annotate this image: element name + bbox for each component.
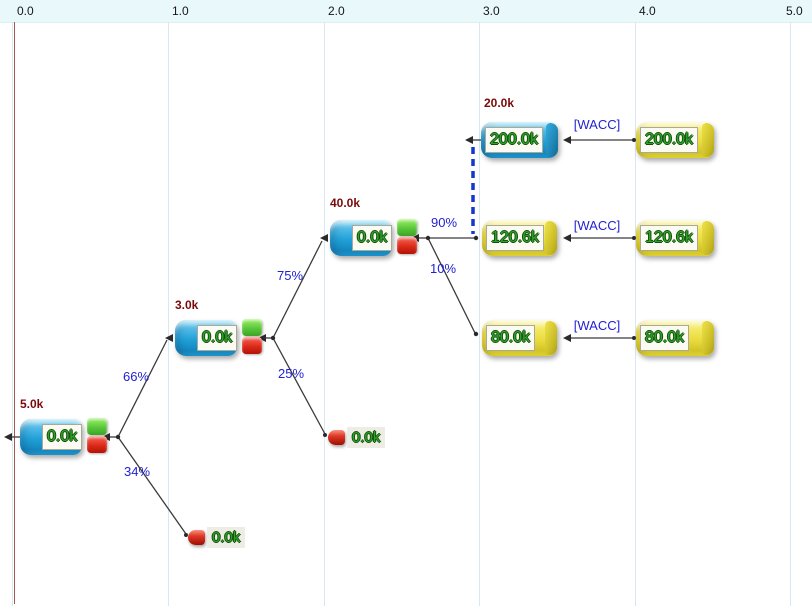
node-value-ref-high: 200.0k [640,127,699,153]
wacc-label-low: [WACC] [573,318,621,333]
arrowhead-wacc-mid [563,234,571,242]
junction-dot-low [473,331,479,337]
arrowhead-stage2-in [320,234,328,242]
gridline [479,22,480,606]
branch-prob-90: 90% [431,215,458,230]
tree-node-outcome-high[interactable]: 200.0k [481,122,558,158]
junction-dot-ref-high [632,138,636,142]
tree-node-outcome-mid[interactable]: 120.6k [482,220,557,256]
gridline [12,22,13,606]
gridline [168,22,169,606]
branch-prob-34: 34% [124,464,151,479]
node-value-outcome-high: 200.0k [485,127,544,153]
junction-dot-mid [473,235,479,241]
junction-dot-end-stage1 [323,433,327,437]
axis-tick-3: 3.0 [483,4,500,18]
decision-square-icon [242,319,262,336]
chance-square-icon [242,337,262,354]
chance-square-icon [87,436,107,453]
node-value-outcome-low: 80.0k [486,325,536,351]
tree-node-ref-low[interactable]: 80.0k [636,320,714,356]
chance-square-icon [397,237,417,254]
axis-tick-1: 1.0 [172,4,189,18]
branch-line-25[interactable] [272,337,326,435]
arrowhead-root-in [4,433,12,441]
axis-tick-4: 4.0 [639,4,656,18]
time-zero-line [14,22,15,604]
end-value-root: 0.0k [207,527,246,548]
arrowhead-wacc-high [563,136,571,144]
node-value-root: 0.0k [42,424,83,450]
junction-dot-ref-mid [632,236,636,240]
node-label-stage2: 40.0k [330,196,361,210]
wacc-label-high: [WACC] [573,117,621,132]
gridline [324,22,325,606]
node-label-root: 5.0k [20,397,44,411]
tree-node-ref-mid[interactable]: 120.6k [636,220,714,256]
arrowhead-stage1-out [258,334,266,342]
axis-tick-2: 2.0 [328,4,345,18]
decision-square-icon [397,219,417,236]
terminal-node-icon[interactable] [328,430,345,445]
junction-dot-end-root [184,533,188,537]
wacc-label-mid: [WACC] [573,218,621,233]
branch-prob-10: 10% [430,261,457,276]
tree-node-stage2[interactable]: 0.0k [330,219,417,256]
decision-square-icon [87,418,107,435]
node-value-stage2: 0.0k [352,225,393,251]
node-value-stage1: 0.0k [197,325,238,351]
branch-line-10[interactable] [427,237,476,334]
tree-node-outcome-low[interactable]: 80.0k [482,320,557,356]
axis-tick-5: 5.0 [786,4,803,18]
time-axis-strip: 0.0 1.0 2.0 3.0 4.0 5.0 [0,0,812,23]
tree-node-stage1[interactable]: 0.0k [175,319,262,356]
gridline [635,22,636,606]
branch-line-75[interactable] [272,240,323,339]
node-value-outcome-mid: 120.6k [486,225,545,251]
gridline [790,22,791,606]
node-value-ref-mid: 120.6k [640,225,699,251]
tree-node-ref-high[interactable]: 200.0k [636,122,714,158]
node-value-ref-low: 80.0k [640,325,690,351]
axis-tick-0: 0.0 [17,4,34,18]
node-label-stage1: 3.0k [175,298,199,312]
junction-dot-ref-low [632,336,636,340]
arrowhead-wacc-low [563,334,571,342]
arrowhead-stage1-in [165,334,173,342]
branch-line-66[interactable] [117,339,168,438]
end-value-stage1: 0.0k [347,427,386,448]
vertex-dot-stage1 [270,335,276,341]
vertex-dot-stage2 [425,235,431,241]
branch-line-34[interactable] [117,436,187,535]
vertex-dot-root [115,434,121,440]
arrowhead-outcome-high-in [465,136,473,144]
terminal-node-icon[interactable] [188,530,205,545]
branch-prob-66: 66% [123,369,150,384]
node-label-outcome-high: 20.0k [484,96,515,110]
branch-prob-75: 75% [277,268,304,283]
branch-prob-25: 25% [278,366,305,381]
tree-node-root[interactable]: 0.0k [20,418,107,455]
